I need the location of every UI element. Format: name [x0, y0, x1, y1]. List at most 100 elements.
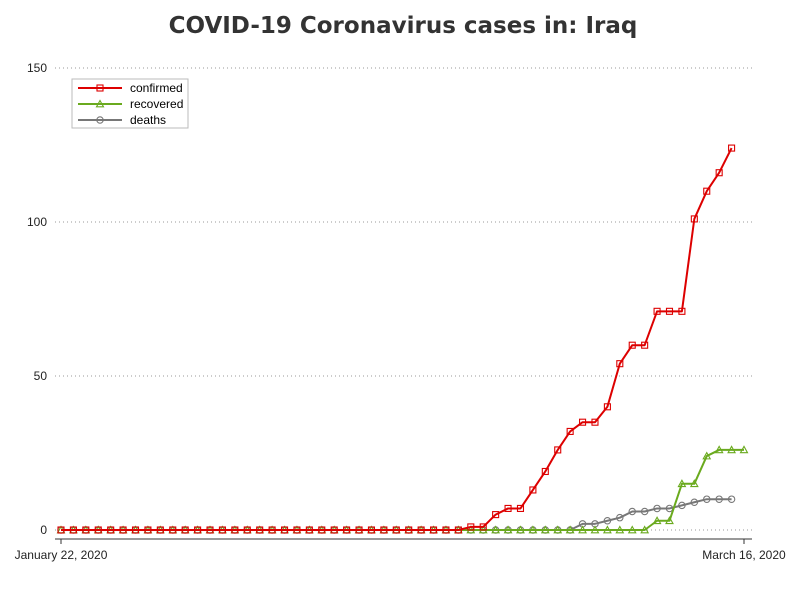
- data-point-deaths: [603, 517, 612, 525]
- data-point-deaths: [727, 495, 736, 503]
- data-point-deaths: [702, 495, 711, 503]
- data-point-confirmed: [82, 526, 90, 534]
- data-point-confirmed: [206, 526, 214, 534]
- data-point-deaths: [690, 498, 699, 507]
- data-point-confirmed: [305, 526, 313, 534]
- data-point-recovered: [677, 479, 687, 488]
- data-point-recovered: [491, 525, 501, 534]
- data-point-confirmed: [442, 526, 450, 534]
- data-point-confirmed: [280, 526, 289, 534]
- y-tick-label: 0: [40, 523, 47, 537]
- data-point-confirmed: [591, 418, 599, 426]
- data-point-recovered: [702, 451, 712, 460]
- data-point-confirmed: [94, 526, 102, 534]
- data-point-confirmed: [566, 427, 574, 435]
- data-point-confirmed: [293, 526, 301, 534]
- data-point-confirmed: [641, 341, 649, 349]
- data-point-confirmed: [554, 446, 562, 454]
- data-point-deaths: [628, 507, 636, 516]
- data-point-confirmed: [318, 526, 326, 534]
- legend-item-deaths: deaths: [78, 113, 166, 127]
- legend-label: deaths: [130, 113, 166, 127]
- axes: 0 50 100 150 January 22, 2020 March 16, 2020: [15, 61, 786, 562]
- data-point-confirmed: [367, 526, 376, 534]
- data-point-confirmed: [119, 526, 127, 534]
- data-point-confirmed: [703, 187, 711, 195]
- gridlines: [55, 67, 752, 531]
- data-point-confirmed: [131, 526, 140, 534]
- data-point-confirmed: [479, 523, 487, 531]
- data-point-recovered: [627, 525, 637, 534]
- series-line-recovered: [61, 448, 744, 531]
- data-point-recovered: [516, 525, 525, 534]
- data-point-confirmed: [728, 144, 736, 152]
- data-point-confirmed: [107, 526, 115, 534]
- data-point-confirmed: [380, 526, 388, 534]
- y-tick-label: 100: [27, 215, 47, 229]
- data-point-recovered: [540, 525, 550, 534]
- data-point-recovered: [578, 525, 587, 534]
- data-point-confirmed: [243, 526, 251, 534]
- data-point-confirmed: [653, 307, 661, 315]
- data-point-confirmed: [616, 360, 624, 368]
- data-point-confirmed: [268, 526, 276, 534]
- y-tick-label: 150: [27, 61, 47, 75]
- data-point-confirmed: [355, 526, 363, 534]
- data-point-recovered: [528, 525, 538, 534]
- legend-label: recovered: [130, 97, 183, 111]
- data-point-recovered: [503, 525, 513, 534]
- data-point-recovered: [553, 525, 563, 534]
- data-point-confirmed: [194, 526, 202, 534]
- data-point-confirmed: [57, 526, 65, 534]
- data-point-deaths: [640, 507, 649, 516]
- data-point-recovered: [689, 479, 699, 488]
- data-point-confirmed: [256, 526, 264, 534]
- data-point-deaths: [616, 513, 624, 522]
- legend-item-confirmed: confirmed: [78, 81, 183, 95]
- legend-marker: [96, 116, 104, 124]
- data-point-confirmed: [231, 526, 239, 534]
- y-tick-label: 50: [34, 369, 48, 383]
- data-point-confirmed: [541, 467, 549, 476]
- data-point-recovered: [714, 445, 724, 454]
- data-point-recovered: [602, 525, 612, 534]
- data-point-deaths: [678, 501, 686, 510]
- legend: confirmed recovered deaths: [71, 78, 189, 129]
- legend-label: confirmed: [130, 81, 183, 95]
- data-point-recovered: [652, 516, 662, 525]
- data-point-confirmed: [492, 511, 500, 519]
- data-point-recovered: [739, 445, 749, 454]
- data-point-confirmed: [628, 341, 636, 349]
- data-point-confirmed: [343, 526, 351, 534]
- data-point-confirmed: [678, 307, 686, 315]
- data-point-recovered: [615, 525, 625, 534]
- series-confirmed: [57, 144, 736, 534]
- data-point-deaths: [715, 495, 723, 503]
- data-point-confirmed: [181, 526, 189, 534]
- data-point-confirmed: [504, 504, 512, 512]
- data-point-recovered: [640, 525, 650, 534]
- data-point-confirmed: [454, 526, 462, 534]
- data-point-confirmed: [665, 307, 674, 315]
- x-tick-label: January 22, 2020: [15, 548, 108, 562]
- data-point-confirmed: [417, 526, 425, 534]
- series-recovered: [56, 445, 749, 534]
- data-point-confirmed: [392, 526, 400, 534]
- data-point-confirmed: [169, 526, 177, 534]
- data-point-confirmed: [690, 215, 698, 223]
- data-point-recovered: [565, 525, 575, 534]
- x-tick-label: March 16, 2020: [702, 548, 786, 562]
- data-point-confirmed: [156, 526, 164, 534]
- series-line-confirmed: [61, 147, 733, 531]
- legend-marker: [96, 84, 104, 92]
- legend-marker: [95, 99, 105, 108]
- data-point-confirmed: [529, 486, 537, 494]
- data-point-confirmed: [603, 403, 611, 411]
- data-point-recovered: [727, 445, 737, 454]
- data-point-confirmed: [715, 169, 723, 177]
- data-point-confirmed: [429, 526, 438, 534]
- data-point-recovered: [665, 516, 674, 525]
- data-point-confirmed: [330, 526, 338, 534]
- data-point-confirmed: [579, 418, 587, 426]
